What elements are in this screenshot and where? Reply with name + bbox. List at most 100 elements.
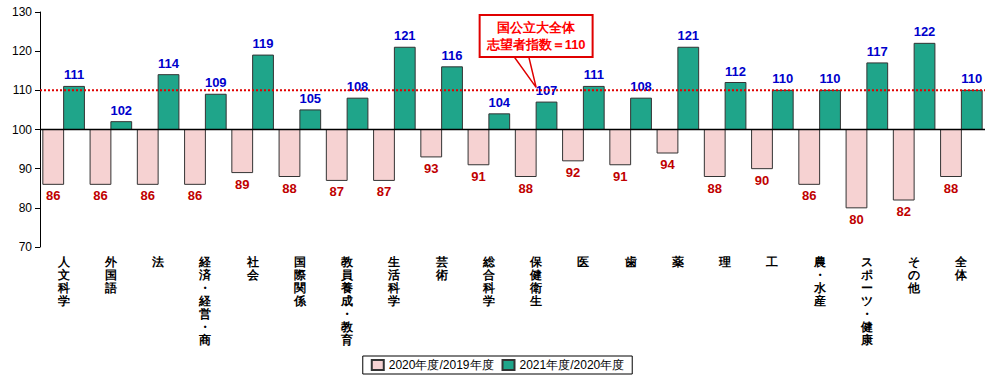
svg-text:健: 健 xyxy=(860,320,873,334)
svg-text:2021年度/2020年度: 2021年度/2020年度 xyxy=(520,358,625,372)
svg-text:86: 86 xyxy=(46,188,60,203)
svg-text:104: 104 xyxy=(488,95,510,110)
svg-text:80: 80 xyxy=(19,201,33,215)
svg-text:学: 学 xyxy=(483,294,495,308)
svg-text:117: 117 xyxy=(867,44,888,59)
svg-text:水: 水 xyxy=(813,281,827,295)
svg-text:88: 88 xyxy=(282,181,296,196)
svg-text:88: 88 xyxy=(518,181,532,196)
svg-text:86: 86 xyxy=(802,188,816,203)
svg-text:120: 120 xyxy=(12,44,32,58)
svg-text:活: 活 xyxy=(387,268,400,282)
svg-text:理: 理 xyxy=(718,255,731,269)
svg-text:そ: そ xyxy=(908,255,920,269)
svg-text:経: 経 xyxy=(198,294,212,308)
svg-text:全: 全 xyxy=(954,255,968,269)
svg-text:86: 86 xyxy=(140,188,154,203)
svg-text:志望者指数＝110: 志望者指数＝110 xyxy=(486,37,586,52)
svg-text:法: 法 xyxy=(151,255,164,269)
svg-text:89: 89 xyxy=(235,177,249,192)
svg-text:90: 90 xyxy=(19,162,33,176)
svg-text:外: 外 xyxy=(104,255,118,269)
svg-text:112: 112 xyxy=(725,64,746,79)
svg-text:関: 関 xyxy=(294,281,306,295)
svg-text:学: 学 xyxy=(58,294,70,308)
svg-text:総: 総 xyxy=(482,255,496,269)
svg-text:教: 教 xyxy=(340,320,354,334)
svg-text:農: 農 xyxy=(813,255,826,269)
svg-text:108: 108 xyxy=(347,79,369,94)
svg-text:社: 社 xyxy=(246,255,259,269)
svg-text:110: 110 xyxy=(961,71,982,86)
svg-text:科: 科 xyxy=(57,281,70,295)
svg-text:教: 教 xyxy=(340,255,354,269)
svg-text:114: 114 xyxy=(158,56,180,71)
svg-text:91: 91 xyxy=(471,169,485,184)
svg-text:医: 医 xyxy=(577,255,589,269)
svg-text:90: 90 xyxy=(755,173,769,188)
svg-text:他: 他 xyxy=(907,281,921,295)
svg-text:保: 保 xyxy=(529,255,543,269)
svg-text:工: 工 xyxy=(765,255,778,269)
svg-text:成: 成 xyxy=(340,294,353,308)
svg-text:体: 体 xyxy=(954,268,968,282)
svg-text:・: ・ xyxy=(199,320,211,334)
svg-text:文: 文 xyxy=(57,268,70,282)
svg-text:衛: 衛 xyxy=(529,281,542,295)
svg-text:人: 人 xyxy=(57,255,71,269)
svg-text:ー: ー xyxy=(861,281,873,295)
svg-text:・: ・ xyxy=(814,268,826,282)
svg-text:119: 119 xyxy=(253,36,274,51)
svg-text:87: 87 xyxy=(377,184,391,199)
svg-text:・: ・ xyxy=(199,281,211,295)
svg-text:科: 科 xyxy=(482,281,495,295)
svg-text:87: 87 xyxy=(329,184,343,199)
svg-text:営: 営 xyxy=(199,307,211,321)
svg-text:産: 産 xyxy=(813,294,826,308)
svg-text:102: 102 xyxy=(110,103,132,118)
svg-text:健: 健 xyxy=(529,268,542,282)
svg-text:91: 91 xyxy=(613,169,627,184)
svg-text:ツ: ツ xyxy=(861,294,873,308)
svg-text:の: の xyxy=(908,268,920,282)
svg-text:86: 86 xyxy=(188,188,202,203)
svg-text:105: 105 xyxy=(299,91,321,106)
svg-text:生: 生 xyxy=(529,294,542,308)
svg-text:員: 員 xyxy=(340,268,354,282)
svg-text:芸: 芸 xyxy=(435,255,448,269)
svg-text:116: 116 xyxy=(442,48,463,63)
svg-text:語: 語 xyxy=(104,281,117,295)
svg-text:82: 82 xyxy=(896,204,910,219)
svg-text:養: 養 xyxy=(340,281,354,295)
svg-text:薬: 薬 xyxy=(671,255,684,269)
svg-text:科: 科 xyxy=(387,281,400,295)
svg-text:108: 108 xyxy=(630,79,652,94)
svg-text:92: 92 xyxy=(566,165,580,180)
svg-text:88: 88 xyxy=(707,181,721,196)
svg-text:94: 94 xyxy=(660,157,675,172)
svg-text:生: 生 xyxy=(387,255,400,269)
svg-text:110: 110 xyxy=(772,71,793,86)
svg-text:係: 係 xyxy=(293,294,307,308)
svg-text:110: 110 xyxy=(820,71,841,86)
svg-text:経: 経 xyxy=(198,255,212,269)
svg-text:86: 86 xyxy=(93,188,107,203)
svg-text:歯: 歯 xyxy=(624,255,637,269)
svg-text:・: ・ xyxy=(861,307,873,321)
svg-text:121: 121 xyxy=(677,28,699,43)
svg-text:70: 70 xyxy=(19,240,33,254)
svg-text:122: 122 xyxy=(914,24,936,39)
svg-text:111: 111 xyxy=(584,67,604,82)
svg-text:80: 80 xyxy=(849,212,863,227)
svg-text:2020年度/2019年度: 2020年度/2019年度 xyxy=(389,358,494,372)
svg-text:110: 110 xyxy=(13,83,32,97)
svg-text:術: 術 xyxy=(435,268,448,282)
svg-text:ポ: ポ xyxy=(860,268,873,282)
svg-text:国公立大全体: 国公立大全体 xyxy=(497,20,576,35)
svg-text:康: 康 xyxy=(860,333,874,347)
svg-text:済: 済 xyxy=(198,268,212,282)
svg-text:111: 111 xyxy=(64,67,84,82)
svg-text:93: 93 xyxy=(424,161,438,176)
svg-text:88: 88 xyxy=(944,181,958,196)
svg-text:100: 100 xyxy=(12,123,32,137)
